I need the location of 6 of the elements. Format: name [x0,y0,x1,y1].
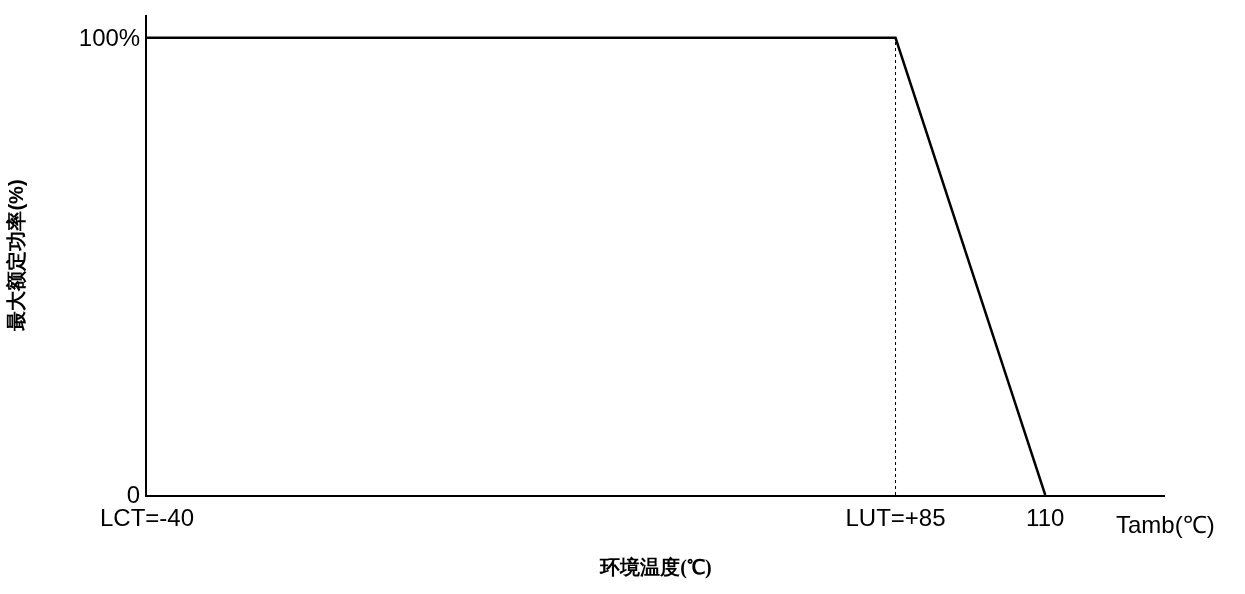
y-tick-label: 100% [78,24,141,52]
text: Tamb(℃) [1116,511,1215,538]
y-axis-title: 最大额定功率(%) [4,179,27,332]
x-tick-label: LUT=+85 [845,503,946,531]
x-axis-title: 环境温度(℃) [599,555,712,579]
x-tick-label: 110 [1026,503,1065,531]
